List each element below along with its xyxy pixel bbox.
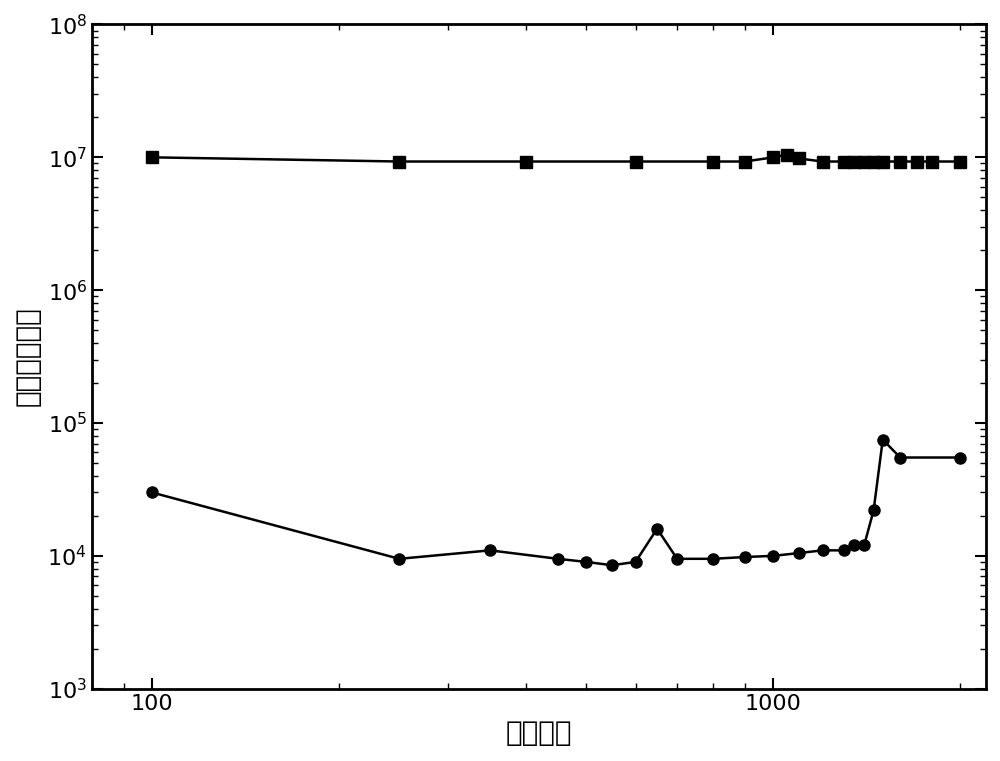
X-axis label: 测试次数: 测试次数	[506, 719, 572, 747]
Y-axis label: 电阱（欧姆）: 电阱（欧姆）	[14, 307, 42, 406]
